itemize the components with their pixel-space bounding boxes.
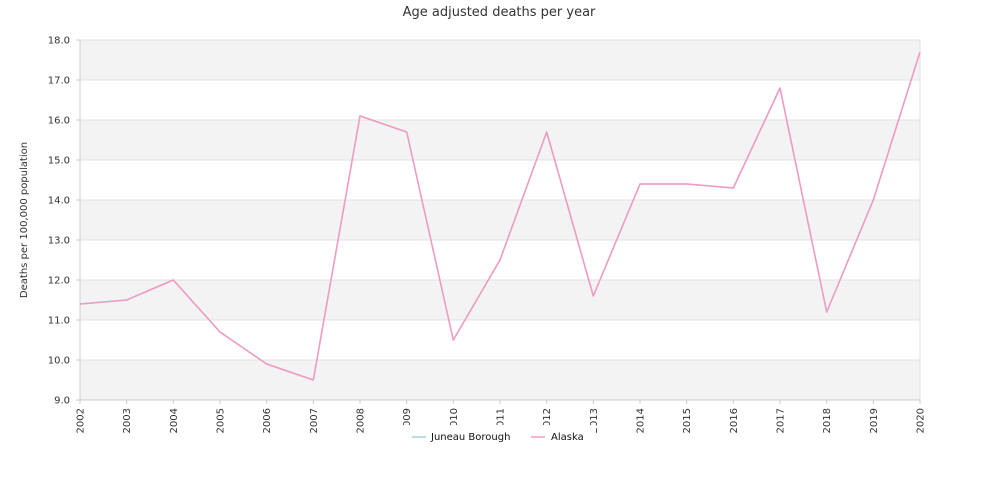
grid-lines	[80, 39, 920, 401]
y-tick-label: 12.0	[48, 276, 70, 287]
y-tick-label: 13.0	[48, 236, 70, 247]
grid-band	[80, 160, 920, 200]
grid-band	[80, 320, 920, 360]
x-tick-label: 2009	[402, 408, 413, 433]
y-tick-label: 17.0	[48, 76, 70, 87]
grid-band	[80, 200, 920, 240]
series-lines	[79, 51, 921, 381]
y-tick-label: 15.0	[48, 156, 70, 167]
series-line-alaska	[79, 51, 921, 381]
x-tick-label: 2007	[309, 408, 320, 433]
y-tick-label: 16.0	[48, 116, 70, 127]
x-tick-label: 2019	[869, 408, 880, 433]
legend-background	[400, 425, 596, 447]
y-tick-label: 9.0	[54, 396, 70, 407]
x-axis-ticks: 2002 2003 2004 2005 2006 2007 2008 2009 2010 2011…	[76, 400, 927, 433]
x-tick-label: 2012	[542, 408, 553, 433]
grid-bands	[80, 40, 920, 400]
legend-label-alaska: Alaska	[551, 432, 584, 443]
grid-band	[80, 40, 920, 80]
grid-band	[80, 360, 920, 400]
y-axis-label: Deaths per 100,000 population	[19, 142, 30, 298]
y-tick-label: 11.0	[48, 316, 70, 327]
x-tick-label: 2017	[776, 408, 787, 433]
legend-label-juneau-borough: Juneau Borough	[430, 432, 510, 443]
x-tick-label: 2018	[822, 408, 833, 433]
chart-title: Age adjusted deaths per year	[403, 5, 596, 20]
x-tick-label: 2011	[496, 408, 507, 433]
grid-band	[80, 80, 920, 120]
x-tick-label: 2003	[122, 408, 133, 433]
y-tick-label: 14.0	[48, 196, 70, 207]
x-tick-label: 2002	[76, 408, 87, 433]
x-tick-label: 2016	[729, 408, 740, 433]
x-tick-label: 2004	[169, 408, 180, 433]
x-tick-label: 2013	[589, 408, 600, 433]
x-tick-label: 2014	[636, 408, 647, 433]
y-tick-label: 18.0	[48, 36, 70, 47]
x-tick-label: 2008	[356, 408, 367, 433]
grid-band	[80, 120, 920, 160]
y-tick-label: 10.0	[48, 356, 70, 367]
x-tick-label: 2020	[916, 408, 927, 433]
x-tick-label: 2005	[216, 408, 227, 433]
grid-band	[80, 280, 920, 320]
x-tick-label: 2006	[262, 408, 273, 433]
x-tick-label: 2010	[449, 408, 460, 433]
y-axis-ticks: 9.0 10.0 11.0 12.0 13.0 14.0 15.0 16.0 17.0 18.0	[48, 36, 80, 407]
legend: Juneau Borough Alaska	[400, 425, 596, 447]
x-tick-label: 2015	[682, 408, 693, 433]
